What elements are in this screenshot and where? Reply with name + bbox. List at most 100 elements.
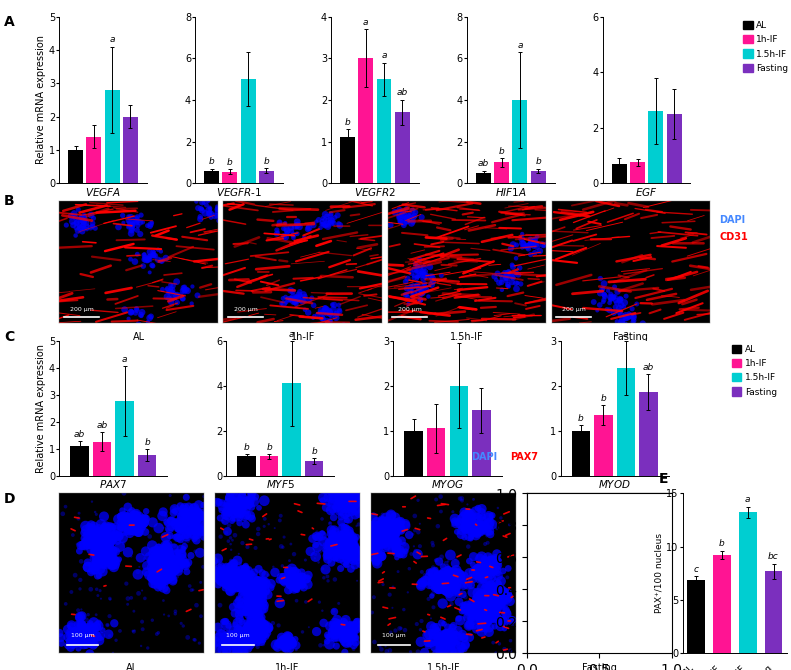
Point — [365, 524, 378, 535]
Point — [486, 559, 498, 570]
Point — [592, 587, 605, 598]
Point — [233, 498, 246, 509]
Point — [570, 549, 582, 560]
Point — [211, 210, 224, 221]
Point — [649, 614, 662, 624]
Point — [627, 620, 640, 631]
Point — [95, 533, 108, 543]
Point — [580, 576, 592, 586]
Point — [312, 557, 325, 567]
Point — [642, 605, 655, 616]
Point — [551, 562, 563, 573]
Point — [277, 636, 290, 647]
Point — [284, 579, 297, 590]
Point — [213, 568, 225, 579]
Point — [591, 582, 604, 593]
Point — [106, 545, 119, 556]
Point — [229, 649, 241, 659]
Point — [631, 622, 644, 632]
Point — [386, 537, 399, 548]
Point — [478, 598, 490, 608]
Point — [488, 621, 501, 632]
Point — [492, 592, 505, 603]
Point — [440, 576, 452, 587]
Point — [230, 568, 243, 579]
Point — [373, 551, 386, 561]
Point — [584, 549, 596, 560]
Point — [99, 533, 112, 543]
Point — [455, 641, 467, 651]
Point — [166, 554, 179, 565]
Point — [380, 646, 393, 657]
Point — [574, 551, 587, 562]
Point — [490, 600, 502, 610]
Point — [520, 602, 533, 613]
Point — [213, 496, 225, 507]
Point — [97, 536, 110, 547]
Point — [581, 537, 594, 548]
Text: b: b — [578, 414, 584, 423]
Point — [593, 586, 606, 596]
Point — [240, 639, 252, 650]
Point — [97, 533, 110, 544]
Point — [229, 506, 241, 517]
Point — [581, 535, 594, 545]
Point — [178, 287, 191, 297]
Point — [240, 592, 252, 602]
Point — [656, 616, 668, 627]
Point — [577, 545, 589, 555]
Point — [177, 504, 190, 515]
Point — [222, 572, 235, 583]
Point — [255, 625, 268, 636]
Point — [240, 587, 253, 598]
Point — [440, 586, 452, 596]
Point — [161, 549, 173, 560]
Point — [524, 605, 537, 616]
Point — [418, 278, 431, 289]
Point — [512, 269, 524, 280]
Point — [248, 624, 260, 635]
Point — [434, 634, 447, 645]
Point — [327, 529, 339, 540]
Point — [270, 639, 282, 650]
Point — [72, 605, 85, 616]
Point — [474, 518, 486, 529]
Point — [651, 614, 664, 625]
Point — [471, 518, 484, 529]
Point — [221, 511, 234, 521]
Point — [626, 620, 638, 630]
Point — [649, 615, 661, 626]
Point — [235, 578, 248, 589]
Point — [487, 573, 500, 584]
Point — [338, 630, 350, 641]
Point — [445, 591, 457, 602]
Point — [244, 582, 257, 592]
Point — [507, 239, 520, 250]
Point — [222, 620, 235, 631]
Text: 200 μm: 200 μm — [70, 307, 93, 312]
Point — [362, 533, 375, 543]
Point — [341, 532, 354, 543]
Point — [233, 642, 245, 653]
Point — [501, 592, 514, 602]
Point — [95, 519, 108, 530]
Point — [454, 615, 467, 626]
Text: b: b — [267, 443, 272, 452]
Point — [123, 217, 135, 228]
Point — [191, 290, 204, 301]
Point — [633, 624, 645, 634]
Point — [227, 559, 240, 570]
Point — [649, 605, 661, 616]
Point — [365, 542, 378, 553]
Point — [585, 549, 598, 559]
Point — [430, 576, 443, 587]
Point — [104, 551, 116, 562]
Text: Fasting: Fasting — [614, 332, 649, 342]
Point — [494, 513, 507, 523]
Point — [649, 612, 662, 622]
Text: b: b — [144, 438, 150, 448]
Point — [649, 614, 662, 624]
Point — [483, 525, 496, 536]
Point — [655, 614, 668, 625]
Point — [217, 565, 229, 576]
